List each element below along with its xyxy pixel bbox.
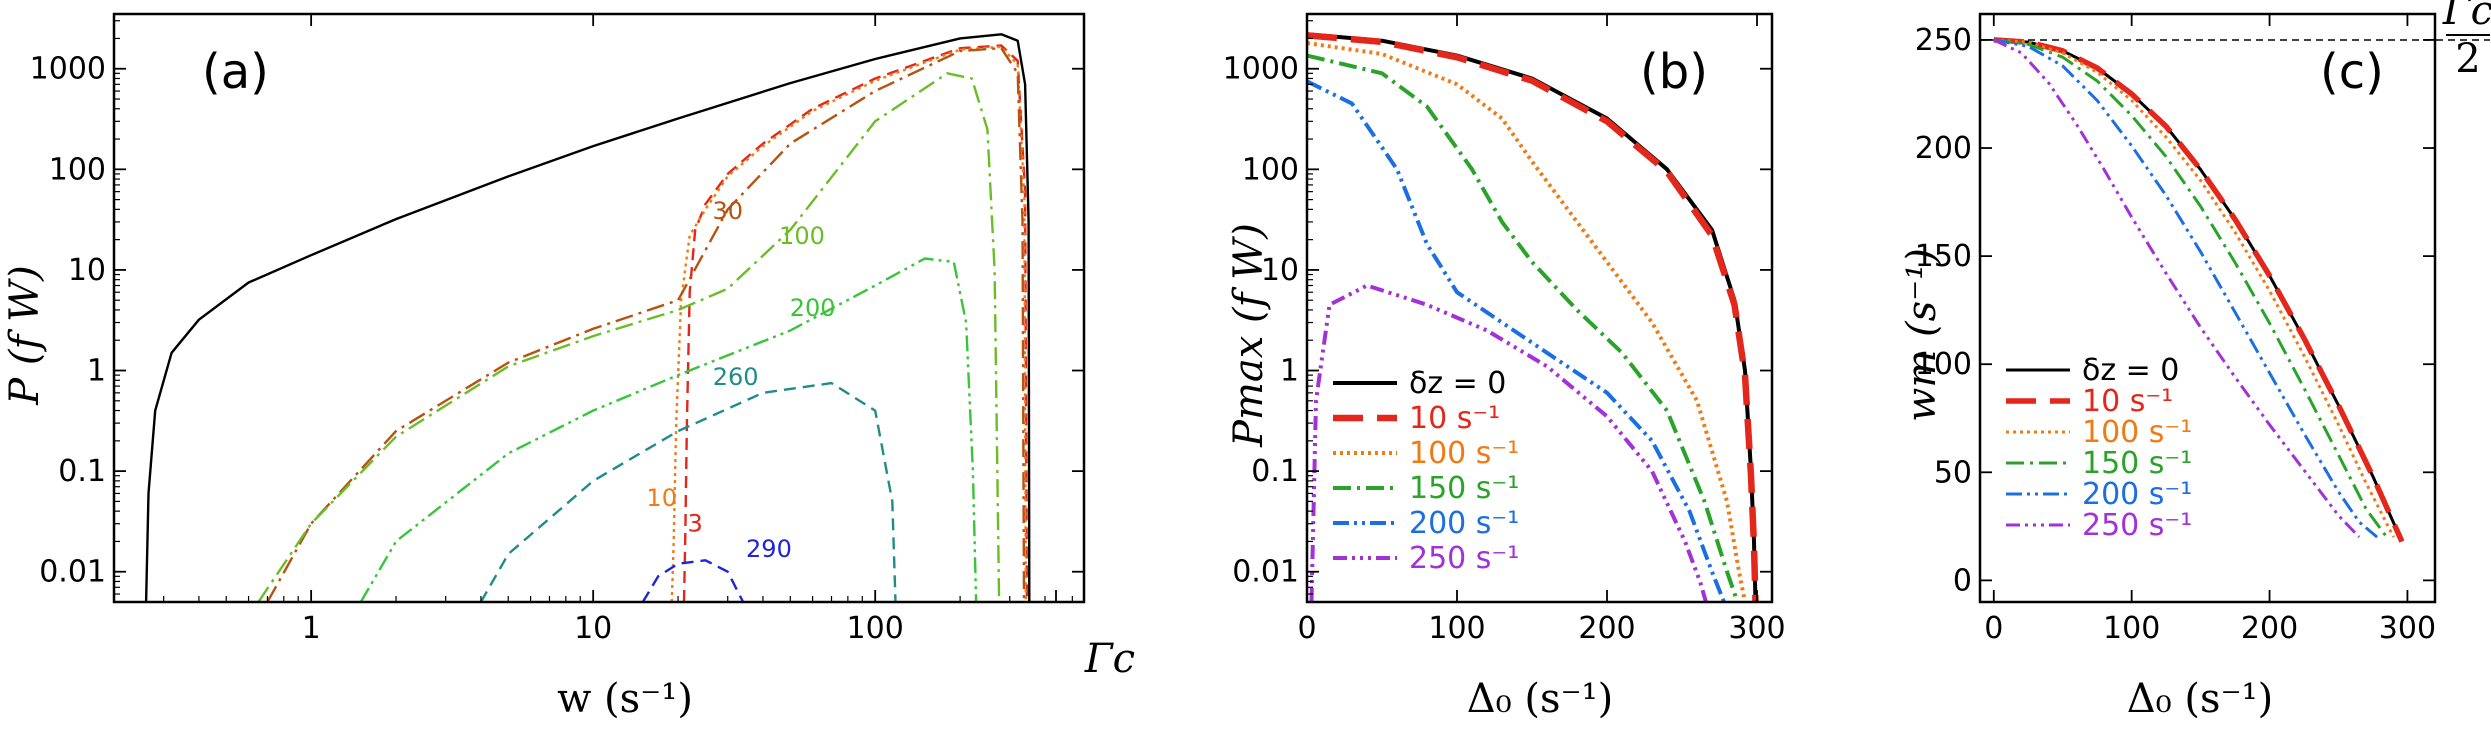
panel-b-label: (b) <box>1640 44 1708 100</box>
panel-a-series-4 <box>257 72 1001 602</box>
panel-b-ytick-label-1: 0.1 <box>1251 454 1299 489</box>
panel-a-series-3 <box>266 47 1026 602</box>
panel-b-legend-label-0: δz = 0 <box>1409 366 1506 401</box>
panel-a-xtick-label-1: 10 <box>574 611 612 646</box>
panel-c-ref-label-top: Γc <box>2442 0 2491 34</box>
panel-b-legend-label-5: 250 s⁻¹ <box>1409 541 1519 576</box>
panel-c-series-1 <box>1993 37 2405 543</box>
panel-b-series-2 <box>1307 41 1747 602</box>
panel-c-xtick-label-0: 0 <box>1984 611 2003 646</box>
panel-c-legend-label-5: 250 s⁻¹ <box>2082 508 2192 543</box>
panel-a-curve-label-0: 30 <box>712 197 743 225</box>
panel-a-xlabel: w (s⁻¹) <box>557 676 693 722</box>
panel-c: wm (s⁻¹) (c) Δ₀ (s⁻¹) Γc 2 0 100 200 300 0 50… <box>1899 0 2491 722</box>
panel-b-ytick-label-3: 10 <box>1261 253 1299 288</box>
panel-a-series-2 <box>670 45 1027 602</box>
panel-a-ytick-label-5: 1000 <box>30 52 106 87</box>
panel-a-curve-label-6: 290 <box>746 535 792 563</box>
panel-a-curve-label-1: 100 <box>779 222 825 250</box>
panel-b-series-1 <box>1307 32 1759 602</box>
panel-a-ytick-label-2: 1 <box>87 354 106 389</box>
panel-b-ytick-label-4: 100 <box>1242 152 1299 187</box>
panel-b-frame <box>1305 12 1774 604</box>
panel-b-ylabel: Pmax (f W) <box>1226 223 1272 448</box>
panel-b-legend-label-2: 100 s⁻¹ <box>1409 436 1519 471</box>
panel-c-legend-label-4: 200 s⁻¹ <box>2082 477 2192 512</box>
panel-b-xtick-label-3: 300 <box>1728 611 1785 646</box>
panel-a: P (f W) (a) w (s⁻¹) Γc 1 10 100 0.01 0.1 1 10 1… <box>2 12 1135 722</box>
panel-a-curve-label-5: 3 <box>688 510 703 538</box>
panel-a-gamma-c-tick-label: Γc <box>1084 636 1135 682</box>
panel-b-legend-label-1: 10 s⁻¹ <box>1409 401 1500 436</box>
panel-c-xtick-label-1: 100 <box>2103 611 2160 646</box>
panel-a-ylabel: P (f W) <box>2 265 48 405</box>
panel-c-xtick-label-2: 200 <box>2241 611 2298 646</box>
panel-c-series-3 <box>1993 38 2388 538</box>
panel-c-series-0 <box>1993 38 2404 543</box>
panel-a-xtick-label-0: 1 <box>302 611 321 646</box>
panel-a-series-7 <box>641 559 745 602</box>
panel-b-xtick-label-1: 100 <box>1428 611 1485 646</box>
panel-c-label: (c) <box>2320 44 2384 100</box>
panel-b-xtick-label-0: 0 <box>1297 611 1316 646</box>
panel-b: Pmax (f W) (b) Δ₀ (s⁻¹) 0 100 200 300 0.01 0.… <box>1223 12 1786 722</box>
panel-b-legend-label-4: 200 s⁻¹ <box>1409 506 1519 541</box>
panel-a-ytick-label-4: 100 <box>49 152 106 187</box>
panel-c-ylabel: wm (s⁻¹) <box>1899 248 1945 422</box>
panel-c-ytick-label-1: 50 <box>1934 455 1972 490</box>
panel-c-ytick-label-4: 200 <box>1915 131 1972 166</box>
panel-b-series-4 <box>1307 79 1726 602</box>
panel-a-ytick-label-0: 0.01 <box>39 555 106 590</box>
panel-c-ref-label-bottom: 2 <box>2455 36 2480 82</box>
panel-c-ytick-label-5: 250 <box>1915 23 1972 58</box>
panel-b-series-group <box>1307 32 1759 602</box>
panel-a-series-1 <box>682 44 1029 602</box>
panel-b-xtick-label-2: 200 <box>1578 611 1635 646</box>
panel-a-curve-label-2: 200 <box>790 294 836 322</box>
panel-c-legend-label-2: 100 s⁻¹ <box>2082 415 2192 450</box>
panel-b-xlabel: Δ₀ (s⁻¹) <box>1467 676 1614 722</box>
panel-c-series-4 <box>1993 38 2379 539</box>
panel-c-ytick-label-3: 150 <box>1915 239 1972 274</box>
panel-b-legend-label-3: 150 s⁻¹ <box>1409 471 1519 506</box>
panel-c-series-5 <box>1993 38 2361 539</box>
panel-a-series-group <box>144 33 1031 602</box>
panel-a-ytick-label-1: 0.1 <box>58 454 106 489</box>
panel-c-legend-label-1: 10 s⁻¹ <box>2082 384 2173 419</box>
panel-c-series-group <box>1993 37 2405 543</box>
panel-a-xtick-label-2: 100 <box>847 611 904 646</box>
panel-a-label: (a) <box>202 44 269 100</box>
panel-c-ytick-label-0: 0 <box>1953 563 1972 598</box>
panel-a-series-6 <box>479 381 897 602</box>
panel-a-series-0 <box>144 33 1031 602</box>
panel-b-ytick-label-5: 1000 <box>1223 52 1299 87</box>
panel-b-series-3 <box>1307 53 1740 602</box>
panel-a-curve-label-3: 260 <box>713 363 759 391</box>
panel-b-ytick-label-2: 1 <box>1280 354 1299 389</box>
panel-a-ytick-label-3: 10 <box>68 253 106 288</box>
panel-c-series-2 <box>1993 38 2395 538</box>
panel-a-curve-label-4: 10 <box>646 484 677 512</box>
panel-b-ytick-label-0: 0.01 <box>1232 555 1299 590</box>
panel-c-legend-label-0: δz = 0 <box>2082 353 2179 388</box>
panel-b-series-0 <box>1307 32 1758 602</box>
panel-c-legend-label-3: 150 s⁻¹ <box>2082 446 2192 481</box>
panel-c-xtick-label-3: 300 <box>2379 611 2436 646</box>
panel-a-frame <box>112 12 1086 604</box>
panel-c-xlabel: Δ₀ (s⁻¹) <box>2127 676 2274 722</box>
panel-c-ytick-label-2: 100 <box>1915 347 1972 382</box>
panel-c-frame <box>1978 12 2437 604</box>
panel-a-series-5 <box>359 257 978 602</box>
